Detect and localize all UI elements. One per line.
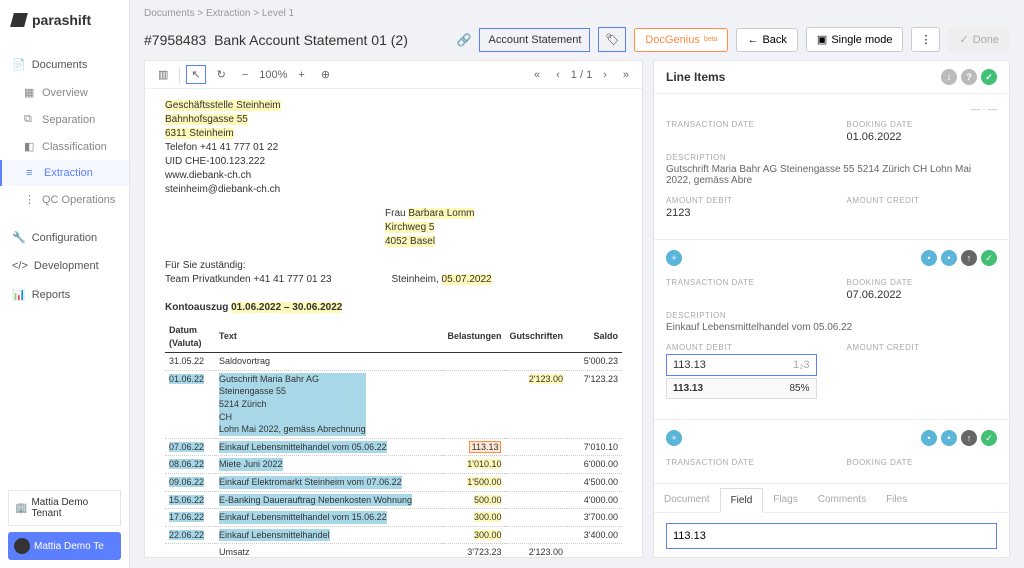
line-item: — · — TRANSACTION DATE BOOKING DATE01.06… <box>654 94 1009 240</box>
sidebar-item-separation[interactable]: ⧉Separation <box>0 106 129 133</box>
tab-document[interactable]: Document <box>654 488 720 512</box>
done-button[interactable]: ✓ Done <box>948 27 1010 52</box>
logo[interactable]: parashift <box>0 0 129 40</box>
panel-action-icon[interactable]: ↕ <box>941 69 957 85</box>
item-action-icon[interactable]: • <box>921 430 937 446</box>
zoom-level: 100% <box>259 69 287 81</box>
back-button[interactable]: ← Back <box>736 28 797 52</box>
item-up-icon[interactable]: ↑ <box>961 430 977 446</box>
tab-field[interactable]: Field <box>720 488 764 513</box>
item-check-icon[interactable]: ✓ <box>981 250 997 266</box>
sidebar-item-overview[interactable]: ▦Overview <box>0 79 129 106</box>
zoom-in-icon[interactable]: + <box>293 66 309 84</box>
last-page-icon[interactable]: » <box>618 66 634 84</box>
more-button[interactable]: ⋮ <box>911 27 940 52</box>
add-icon[interactable]: + <box>666 430 682 446</box>
item-action-icon[interactable]: • <box>941 250 957 266</box>
tenant-selector[interactable]: 🏢 Mattia Demo Tenant <box>8 490 121 526</box>
statement-table: Datum (Valuta) Text Belastungen Gutschri… <box>165 321 622 557</box>
page-indicator: 1 / 1 <box>571 69 592 81</box>
logo-icon <box>10 13 28 27</box>
reset-icon[interactable]: ⊕ <box>316 65 335 84</box>
tag-button[interactable]: 🏷 <box>598 27 626 52</box>
cursor-icon[interactable]: ↖ <box>186 65 205 84</box>
tab-comments[interactable]: Comments <box>808 488 876 512</box>
line-item: + • • ↑ ✓ TRANSACTION DATE BOOKING DATE <box>654 420 1009 484</box>
next-page-icon[interactable]: › <box>598 66 612 84</box>
link-icon[interactable]: 🔗 <box>457 33 472 47</box>
doc-type-select[interactable]: Account Statement <box>479 28 590 52</box>
amount-debit-input[interactable]: 113.13 1₂3 <box>666 354 817 376</box>
sidebar-item-dev[interactable]: </>Development <box>0 252 129 280</box>
item-up-icon[interactable]: ↑ <box>961 250 977 266</box>
thumbnails-icon[interactable]: ▥ <box>153 65 173 84</box>
single-mode-button[interactable]: ▣ Single mode <box>806 27 904 52</box>
field-value-input[interactable] <box>666 523 997 549</box>
panel-title: Line Items <box>666 70 725 84</box>
line-item: + • • ↑ ✓ TRANSACTION DATE BOOKING DATE0… <box>654 240 1009 420</box>
sidebar-item-extraction[interactable]: ≡Extraction <box>0 160 129 186</box>
refresh-icon[interactable]: ↻ <box>212 65 231 84</box>
nav-documents[interactable]: 📄Documents <box>0 50 129 79</box>
sidebar-item-classification[interactable]: ◧Classification <box>0 133 129 160</box>
amount-suggestion[interactable]: 113.13 85% <box>666 378 817 399</box>
breadcrumb[interactable]: Documents > Extraction > Level 1 <box>144 8 294 19</box>
item-action-icon[interactable]: • <box>921 250 937 266</box>
user-menu[interactable]: Mattia Demo Te <box>8 532 121 560</box>
item-check-icon[interactable]: ✓ <box>981 430 997 446</box>
prev-page-icon[interactable]: ‹ <box>551 66 565 84</box>
logo-text: parashift <box>32 12 91 28</box>
sidebar-item-reports[interactable]: 📊Reports <box>0 280 129 309</box>
document-page[interactable]: Geschäftsstelle Steinheim Bahnhofsgasse … <box>145 89 642 557</box>
item-action-icon[interactable]: • <box>941 430 957 446</box>
first-page-icon[interactable]: « <box>529 66 545 84</box>
panel-check-icon[interactable]: ✓ <box>981 69 997 85</box>
sidebar-item-config[interactable]: 🔧Configuration <box>0 223 129 252</box>
zoom-out-icon[interactable]: − <box>237 66 253 84</box>
warning-box: ⚠ Prediction confidence low (< 85%). Ple… <box>666 557 997 558</box>
add-icon[interactable]: + <box>666 250 682 266</box>
panel-help-icon[interactable]: ? <box>961 69 977 85</box>
avatar <box>14 538 30 554</box>
sidebar-item-qc[interactable]: ⋮QC Operations <box>0 186 129 213</box>
tab-flags[interactable]: Flags <box>763 488 807 512</box>
page-title: #7958483 Bank Account Statement 01 (2) <box>144 32 449 48</box>
tab-files[interactable]: Files <box>876 488 917 512</box>
docgenius-button[interactable]: DocGeniusbeta <box>634 28 728 52</box>
